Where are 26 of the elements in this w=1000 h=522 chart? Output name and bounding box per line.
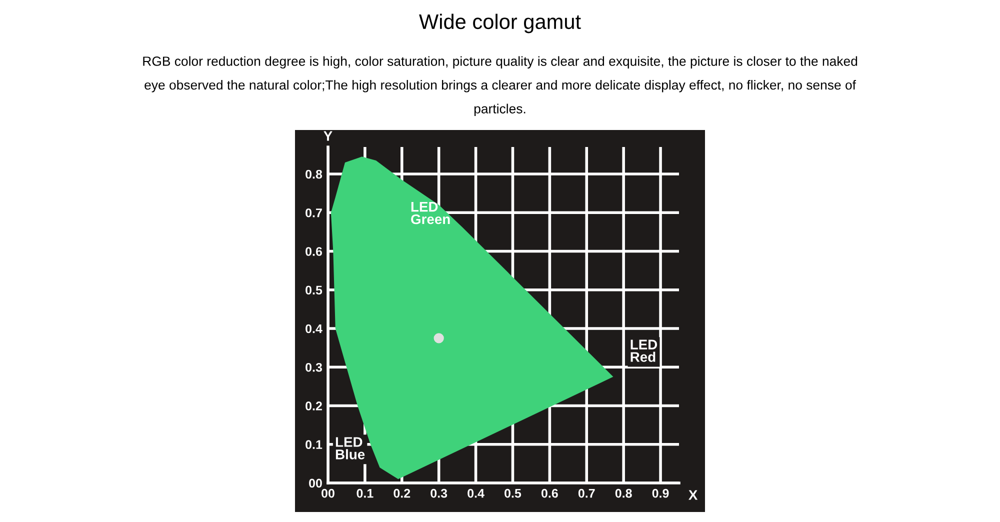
x-tick-label: 0.6 bbox=[541, 488, 558, 498]
x-tick-label: 0.3 bbox=[430, 488, 448, 498]
x-tick-label: 00 bbox=[322, 488, 334, 498]
chart-subtitle: RGB color reduction degree is high, color saturation, picture quality is clear and exquisite, the picture is closer to the naked eye observed the natural color;The high resolution brings a clearer and more delicate display effect, no flicker, no sense of particles. bbox=[143, 56, 858, 116]
y-tick-label: 0.6 bbox=[306, 247, 322, 256]
y-tick-label: 0.5 bbox=[306, 286, 322, 295]
x-axis-title: X bbox=[688, 490, 698, 500]
y-tick-label: 0.8 bbox=[306, 170, 322, 179]
x-tick-label: 0.7 bbox=[578, 488, 595, 498]
y-tick-label: 0.3 bbox=[306, 362, 322, 372]
annotation: LED Blue bbox=[336, 437, 365, 460]
x-tick-label: 0.4 bbox=[468, 488, 484, 498]
x-tick-label: 0.5 bbox=[504, 488, 522, 498]
y-tick-label: 0.1 bbox=[306, 440, 322, 450]
y-tick-label: 0.2 bbox=[306, 402, 322, 410]
annotation: LED Green bbox=[411, 202, 450, 224]
x-tick-label: 0.1 bbox=[356, 488, 374, 498]
annotation: LED Red bbox=[630, 340, 658, 362]
x-tick-label: 0.9 bbox=[652, 488, 669, 498]
y-tick-label: 00 bbox=[309, 478, 322, 488]
y-tick-label: 0.7 bbox=[306, 208, 322, 218]
y-axis-title: Y bbox=[324, 131, 332, 141]
y-tick-label: 0.4 bbox=[306, 324, 322, 334]
chart-title: Wide color gamut bbox=[419, 14, 581, 34]
x-tick-label: 0.8 bbox=[615, 488, 632, 498]
x-tick-label: 0.2 bbox=[394, 488, 410, 498]
